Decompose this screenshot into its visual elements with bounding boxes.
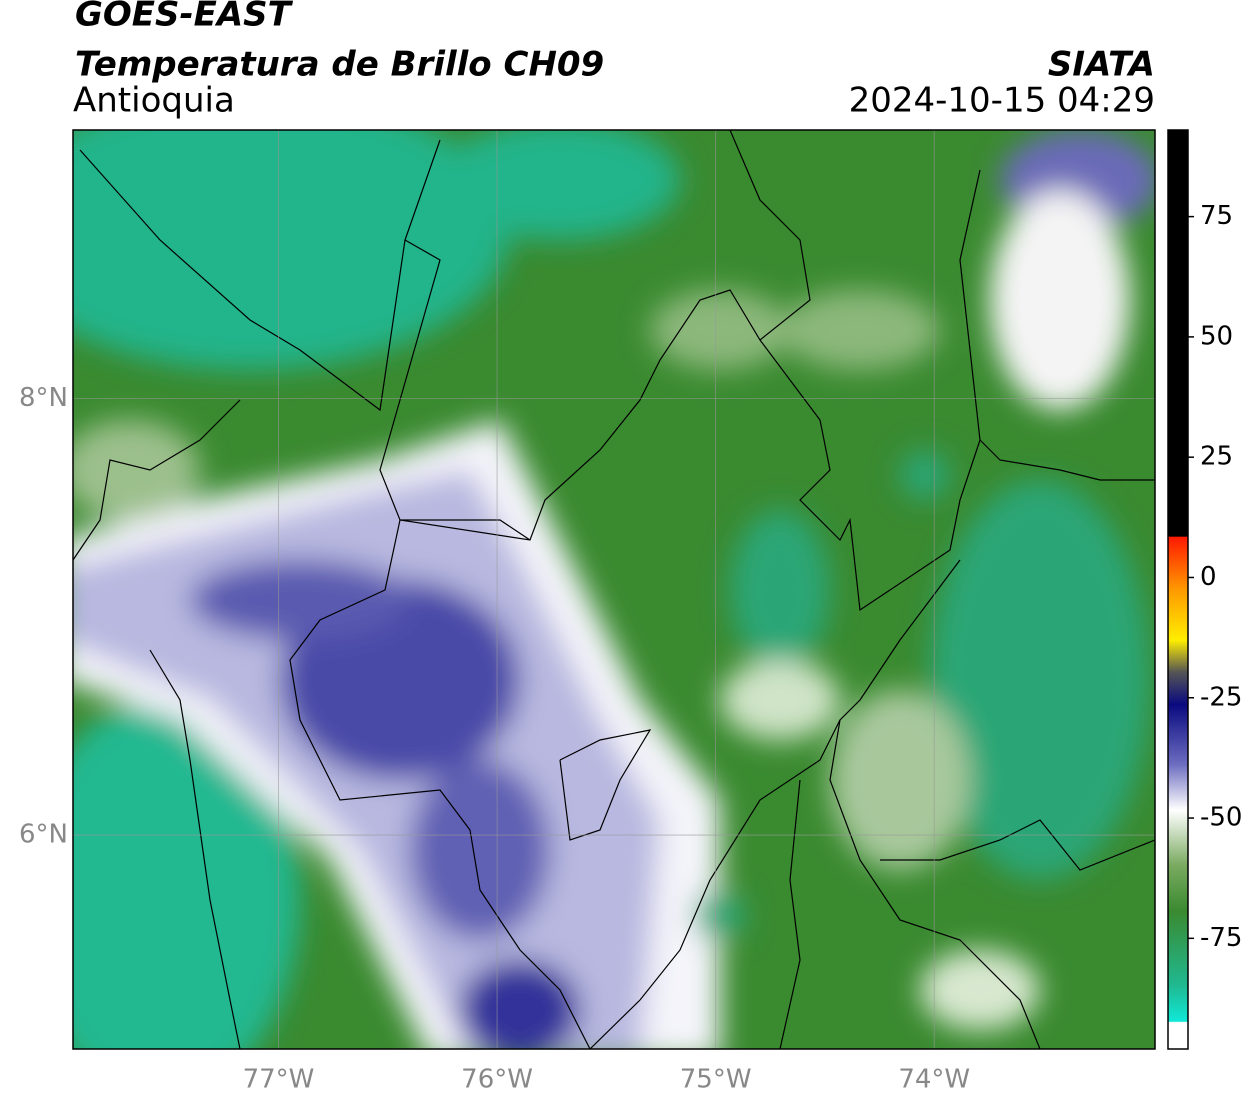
source: SIATA: [1048, 45, 1155, 85]
datetime: 2024-10-15 04:29: [849, 81, 1155, 121]
colorbar-tick-label: 25: [1200, 442, 1233, 472]
lat-tick-label: 6°N: [19, 820, 68, 850]
map-frame: [72, 129, 1156, 1050]
subtitle: Temperatura de Brillo CH09: [75, 45, 604, 85]
region: Antioquia: [73, 81, 235, 121]
satellite-field: [73, 130, 1155, 1049]
colorbar-tick-label: 50: [1200, 321, 1233, 351]
lon-tick-label: 75°W: [680, 1065, 752, 1095]
colorbar-tick-label: 75: [1200, 201, 1233, 231]
colorbar: [1167, 129, 1189, 1050]
lat-tick-label: 8°N: [19, 383, 68, 413]
colorbar-tick-label: -25: [1200, 682, 1242, 712]
lon-tick-label: 76°W: [461, 1065, 533, 1095]
colorbar-tick-label: -75: [1200, 923, 1242, 953]
lon-tick-label: 74°W: [898, 1065, 970, 1095]
colorbar-tick-label: 0: [1200, 562, 1217, 592]
title: GOES-EAST: [75, 0, 294, 35]
lon-tick-label: 77°W: [243, 1065, 315, 1095]
colorbar-tick-label: -50: [1200, 803, 1242, 833]
